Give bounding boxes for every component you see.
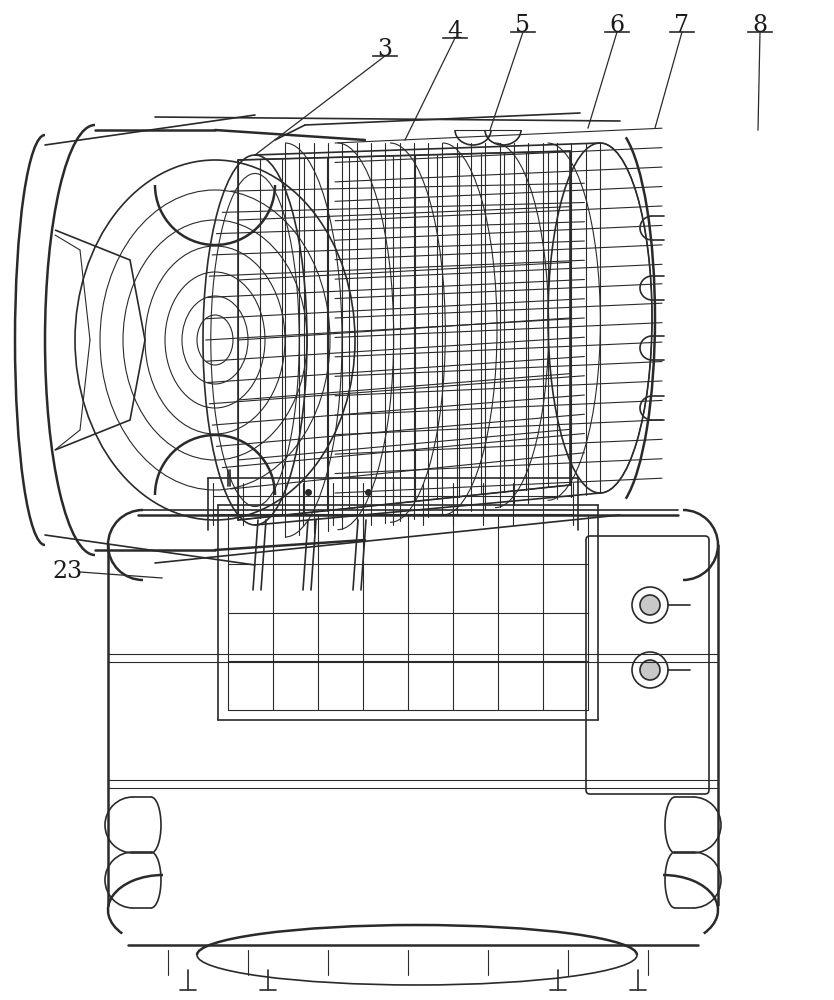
Text: 5: 5 (515, 14, 530, 37)
Text: 6: 6 (610, 14, 625, 37)
Text: 8: 8 (752, 14, 767, 37)
Text: 23: 23 (52, 560, 82, 584)
Text: 4: 4 (447, 20, 463, 43)
Ellipse shape (640, 595, 660, 615)
Text: 7: 7 (675, 14, 690, 37)
Ellipse shape (640, 660, 660, 680)
Text: 3: 3 (378, 38, 393, 61)
